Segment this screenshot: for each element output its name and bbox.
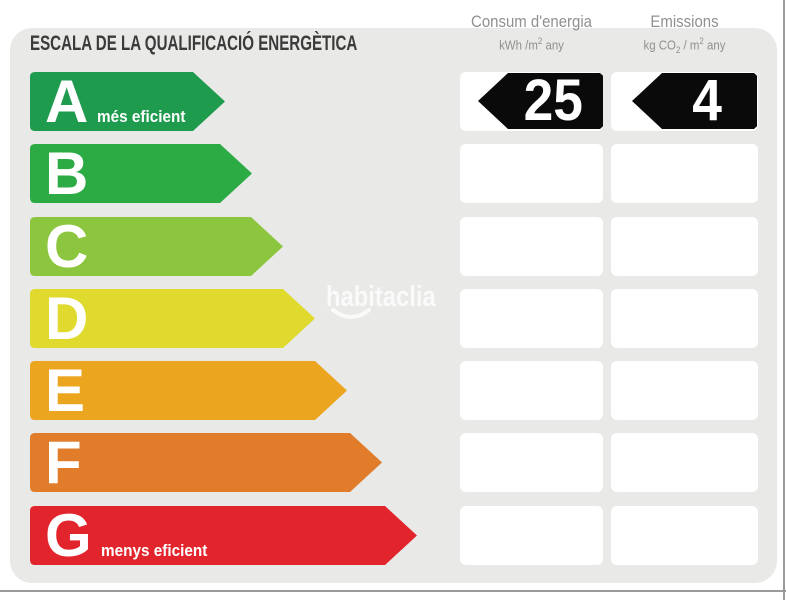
bottom-border-line bbox=[0, 590, 786, 592]
emissions-column-unit: kg CO2 / m2 any bbox=[643, 36, 726, 55]
rating-letter: E bbox=[45, 357, 86, 424]
emissions-column-header: Emissions kg CO2 / m2 any bbox=[611, 12, 758, 55]
emissions-cell-G bbox=[611, 505, 758, 565]
rating-row-C: C bbox=[0, 212, 786, 280]
rating-bar-G bbox=[30, 505, 417, 565]
rating-row-B: B bbox=[0, 140, 786, 208]
consumption-value: 25 bbox=[523, 68, 584, 133]
rating-efficiency-label: més eficient bbox=[97, 107, 186, 126]
emissions-value-badge: 4 bbox=[632, 73, 757, 129]
rating-efficiency-label: menys eficient bbox=[100, 540, 207, 560]
emissions-column-label: Emissions bbox=[650, 12, 719, 31]
rating-bar-text-D: D bbox=[45, 284, 89, 352]
rating-bar-C bbox=[30, 216, 283, 276]
emissions-cell-C bbox=[611, 216, 758, 276]
rating-bar-F bbox=[30, 433, 382, 493]
consumption-cell-E bbox=[460, 361, 603, 420]
rating-letter: G bbox=[45, 501, 92, 569]
rating-bar-text-B: B bbox=[45, 140, 89, 208]
rating-bar-text-F: F bbox=[45, 429, 82, 497]
page-title: ESCALA DE LA QUALIFICACIÓ ENERGÈTICA bbox=[30, 32, 358, 55]
consumption-cell-B bbox=[460, 144, 603, 204]
rating-row-D: D bbox=[0, 284, 786, 352]
consumption-column-label: Consum d'energia bbox=[471, 12, 592, 31]
consumption-cell-F bbox=[460, 433, 603, 493]
rating-letter: A bbox=[45, 68, 89, 135]
emissions-cell-E bbox=[611, 361, 758, 420]
rating-letter: D bbox=[45, 284, 89, 352]
emissions-value: 4 bbox=[692, 68, 723, 133]
emissions-cell-D bbox=[611, 288, 758, 348]
rating-bar-A bbox=[30, 72, 225, 131]
consumption-cell-C bbox=[460, 216, 603, 276]
consumption-column-unit: kWh /m2 any bbox=[499, 36, 564, 53]
right-border-line bbox=[783, 0, 785, 600]
rating-bar-E bbox=[30, 361, 347, 420]
rating-letter: F bbox=[45, 429, 82, 497]
rating-row-F: F bbox=[0, 429, 786, 497]
watermark: habitaclia bbox=[326, 281, 436, 313]
consumption-cell-D bbox=[460, 288, 603, 348]
emissions-cell-F bbox=[611, 433, 758, 493]
emissions-cell-B bbox=[611, 144, 758, 204]
rating-row-E: E bbox=[0, 357, 786, 424]
rating-bar-text-C: C bbox=[45, 212, 89, 280]
consumption-value-badge: 25 bbox=[478, 73, 603, 129]
rating-bar-text-E: E bbox=[45, 357, 86, 424]
consumption-column-header: Consum d'energia kWh /m2 any bbox=[460, 12, 603, 52]
consumption-cell-G bbox=[460, 505, 603, 565]
rating-letter: C bbox=[45, 212, 89, 280]
watermark-swoosh-icon bbox=[331, 308, 371, 319]
rating-bar-B bbox=[30, 144, 252, 204]
rating-bar-D bbox=[30, 288, 315, 348]
rating-letter: B bbox=[45, 140, 89, 208]
